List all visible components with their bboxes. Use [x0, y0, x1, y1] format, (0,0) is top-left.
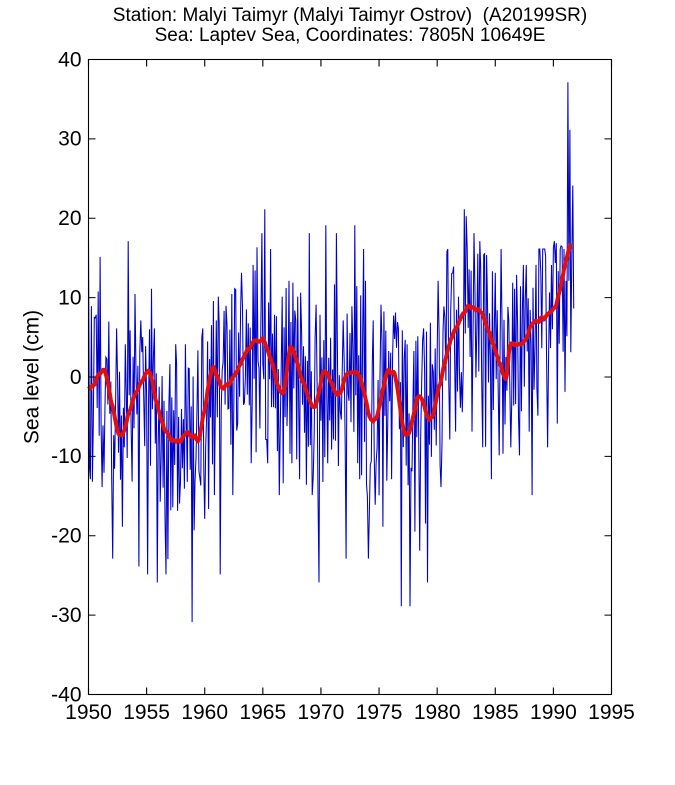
svg-text:1995: 1995 [588, 701, 635, 724]
svg-text:Sea: Laptev Sea, Coordinates:: Sea: Laptev Sea, Coordinates: 7805N 1064… [155, 25, 546, 46]
svg-text:1960: 1960 [181, 701, 228, 724]
svg-text:0: 0 [70, 366, 82, 389]
svg-text:10: 10 [58, 286, 81, 309]
svg-text:Sea level (cm): Sea level (cm) [21, 310, 44, 444]
svg-text:Station: Malyi Taimyr (Malyi T: Station: Malyi Taimyr (Malyi Taimyr Ostr… [113, 5, 587, 26]
svg-text:1950: 1950 [65, 701, 112, 724]
svg-text:1975: 1975 [356, 701, 403, 724]
svg-text:20: 20 [58, 207, 81, 230]
svg-text:-40: -40 [51, 683, 81, 706]
svg-text:1980: 1980 [414, 701, 461, 724]
svg-text:-30: -30 [51, 604, 81, 627]
svg-text:1955: 1955 [123, 701, 170, 724]
svg-text:1970: 1970 [298, 701, 345, 724]
svg-text:-20: -20 [51, 525, 81, 548]
svg-text:40: 40 [58, 48, 81, 71]
svg-text:1965: 1965 [239, 701, 286, 724]
svg-text:1990: 1990 [530, 701, 577, 724]
svg-text:-10: -10 [51, 445, 81, 468]
svg-text:30: 30 [58, 128, 81, 151]
svg-text:1985: 1985 [472, 701, 519, 724]
